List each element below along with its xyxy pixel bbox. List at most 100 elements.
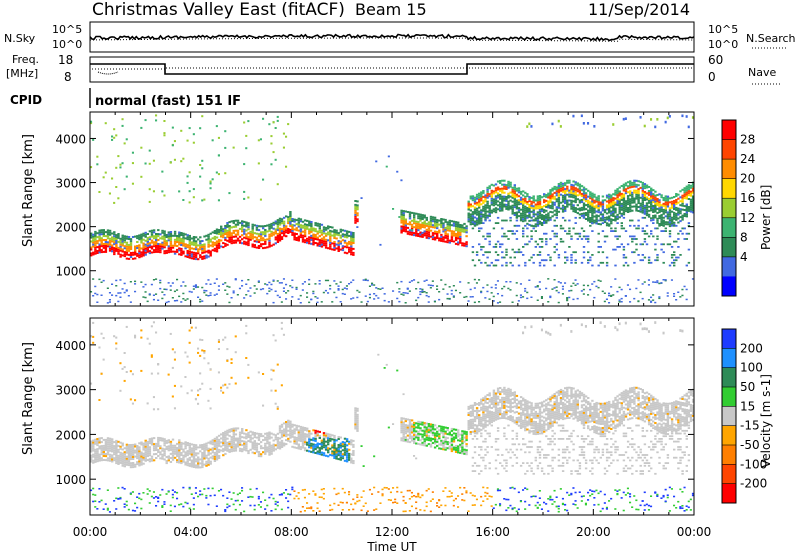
heatmap-cell	[658, 215, 661, 218]
heatmap-cell	[165, 242, 168, 244]
heatmap-cell	[331, 248, 334, 251]
heatmap-cell	[125, 247, 129, 250]
heatmap-cell	[484, 214, 487, 217]
heatmap-cell	[343, 235, 347, 238]
heatmap-cell	[664, 211, 667, 214]
heatmap-cell	[530, 210, 533, 213]
heatmap-cell	[119, 497, 122, 500]
heatmap-cell	[178, 453, 181, 456]
heatmap-cell	[282, 287, 285, 289]
heatmap-cell	[173, 300, 176, 302]
heatmap-cell	[199, 450, 202, 453]
heatmap-cell	[570, 285, 573, 287]
heatmap-cell	[222, 230, 225, 233]
heatmap-cell	[490, 203, 493, 206]
heatmap-cell	[194, 236, 198, 239]
heatmap-cell	[146, 244, 149, 247]
heatmap-cell	[582, 214, 586, 217]
heatmap-cell	[152, 237, 156, 240]
heatmap-cell	[576, 283, 579, 285]
heatmap-cell	[509, 281, 512, 283]
heatmap-cell	[276, 225, 280, 228]
heatmap-cell	[257, 451, 261, 453]
heatmap-cell	[90, 440, 93, 443]
heatmap-cell	[199, 242, 202, 245]
heatmap-cell	[209, 456, 212, 459]
heatmap-cell	[431, 284, 434, 287]
heatmap-cell	[683, 189, 686, 192]
heatmap-cell	[251, 225, 254, 228]
heatmap-cell	[123, 488, 126, 490]
heatmap-cell	[597, 246, 600, 248]
heatmap-cell	[635, 205, 638, 208]
heatmap-cell	[280, 423, 284, 426]
heatmap-cell	[670, 216, 674, 219]
heatmap-cell	[322, 232, 326, 235]
heatmap-cell	[530, 125, 533, 128]
heatmap-cell	[574, 232, 577, 235]
heatmap-cell	[215, 458, 219, 461]
heatmap-cell	[650, 191, 653, 194]
heatmap-cell	[515, 215, 519, 218]
heatmap-cell	[566, 201, 569, 204]
heatmap-cell	[612, 197, 615, 200]
heatmap-cell	[666, 195, 670, 198]
heatmap-cell	[274, 503, 277, 505]
heatmap-cell	[115, 336, 118, 339]
heatmap-cell	[461, 242, 464, 245]
heatmap-cell	[157, 451, 160, 453]
heatmap-cell	[526, 207, 529, 209]
heatmap-cell	[104, 235, 108, 238]
heatmap-cell	[155, 245, 158, 247]
heatmap-cell	[404, 230, 407, 233]
heatmap-cell	[612, 230, 615, 232]
heatmap-cell	[580, 201, 584, 203]
heatmap-cell	[673, 215, 676, 218]
heatmap-cell	[285, 229, 288, 232]
heatmap-cell	[685, 211, 688, 214]
heatmap-cell	[176, 241, 179, 243]
heatmap-cell	[589, 288, 592, 291]
heatmap-cell	[241, 450, 244, 453]
heatmap-cell	[561, 186, 565, 189]
heatmap-cell	[140, 441, 143, 444]
heatmap-cell	[570, 195, 573, 198]
heatmap-cell	[499, 246, 502, 248]
heatmap-cell	[282, 132, 285, 135]
heatmap-cell	[501, 183, 504, 186]
heatmap-cell	[517, 189, 521, 192]
heatmap-cell	[176, 461, 179, 464]
heatmap-cell	[618, 206, 621, 209]
heatmap-cell	[247, 440, 250, 442]
heatmap-cell	[517, 215, 521, 218]
heatmap-cell	[664, 197, 667, 200]
heatmap-cell	[249, 430, 252, 433]
heatmap-cell	[142, 456, 145, 459]
heatmap-cell	[528, 212, 531, 214]
heatmap-cell	[572, 282, 575, 285]
heatmap-cell	[306, 237, 309, 240]
heatmap-cell	[287, 218, 290, 221]
heatmap-cell	[232, 229, 235, 232]
heatmap-cell	[213, 453, 217, 456]
heatmap-cell	[276, 280, 279, 282]
heatmap-cell	[614, 235, 617, 238]
heatmap-cell	[484, 261, 487, 264]
heatmap-cell	[631, 181, 634, 184]
heatmap-cell	[517, 195, 521, 198]
heatmap-cell	[620, 185, 623, 187]
heatmap-cell	[582, 293, 585, 295]
heatmap-cell	[580, 189, 584, 192]
heatmap-cell	[287, 506, 290, 509]
heatmap-cell	[215, 248, 219, 251]
heatmap-cell	[280, 425, 284, 428]
heatmap-cell	[278, 233, 282, 236]
heatmap-cell	[215, 440, 219, 443]
heatmap-cell	[582, 288, 585, 291]
heatmap-cell	[199, 244, 202, 247]
heatmap-cell	[264, 446, 267, 449]
heatmap-cell	[268, 290, 271, 292]
heatmap-cell	[545, 205, 548, 208]
heatmap-cell	[245, 443, 248, 446]
heatmap-cell	[545, 238, 548, 240]
